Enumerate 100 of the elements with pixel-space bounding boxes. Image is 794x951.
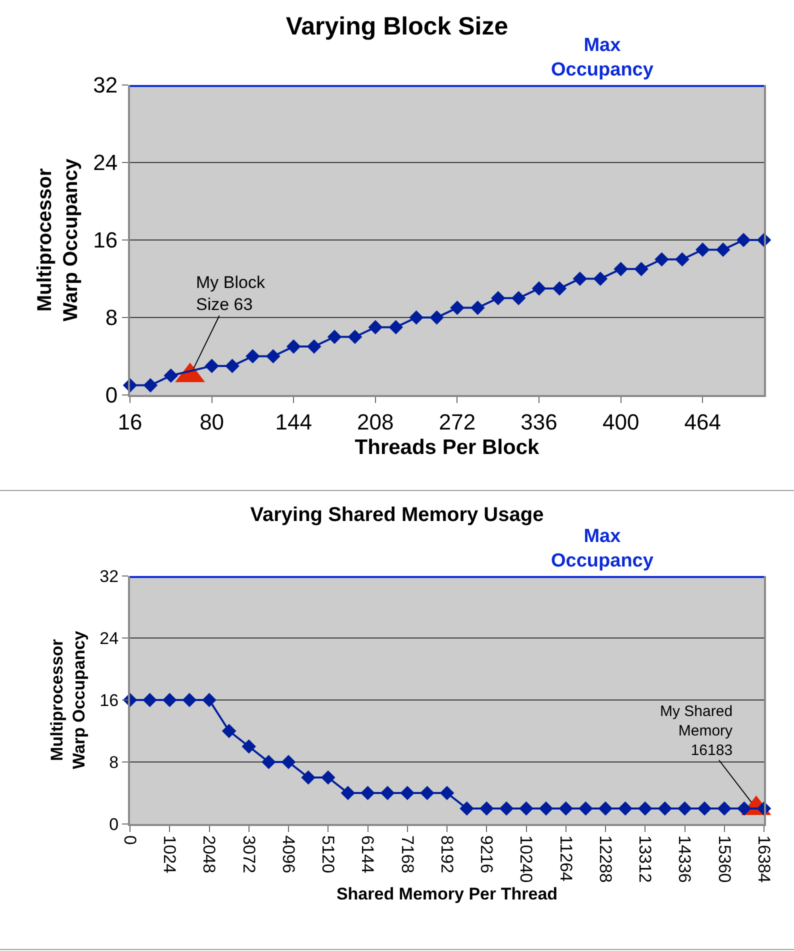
point — [490, 290, 506, 306]
point — [658, 801, 672, 816]
point — [593, 272, 608, 286]
y-axis-title: Multiprocessor Warp Occupancy — [48, 630, 89, 770]
annotation: My Block Size 63 — [196, 273, 266, 314]
point — [736, 232, 751, 248]
y-tick-label: 32 — [100, 566, 119, 586]
point — [519, 801, 534, 816]
x-tick-label: 0 — [120, 835, 140, 845]
x-tick-label: 2048 — [200, 835, 219, 874]
point — [696, 242, 710, 257]
x-tick-label: 11264 — [556, 835, 576, 882]
y-tick-label: 0 — [105, 382, 118, 408]
x-axis-title: Threads Per Block — [354, 436, 540, 460]
x-tick-label: 8192 — [437, 835, 456, 874]
point — [460, 801, 474, 816]
x-tick-label: 464 — [684, 409, 722, 434]
x-tick-label: 208 — [357, 409, 394, 434]
point — [717, 801, 732, 816]
point — [162, 692, 177, 708]
chart-title: Varying Shared Memory Usage — [250, 504, 544, 526]
y-tick-label: 16 — [93, 228, 118, 253]
point — [675, 252, 690, 267]
x-tick-label: 144 — [275, 409, 312, 434]
point — [634, 262, 648, 276]
y-tick-label: 0 — [109, 814, 119, 834]
point — [368, 320, 383, 334]
point — [202, 692, 216, 708]
x-tick-label: 336 — [520, 409, 558, 434]
x-tick-label: 1024 — [160, 835, 180, 874]
point — [360, 786, 375, 800]
point — [440, 786, 454, 800]
point — [225, 358, 240, 374]
y-tick-label: 16 — [100, 690, 119, 710]
y-tick-label: 8 — [109, 752, 119, 772]
point — [638, 801, 652, 816]
point — [470, 300, 485, 315]
point — [306, 339, 322, 354]
x-tick-label: 272 — [438, 409, 476, 434]
point — [246, 349, 260, 364]
x-tick-label: 3072 — [239, 835, 258, 874]
x-tick-label: 13312 — [636, 835, 655, 883]
point — [164, 368, 178, 383]
point — [618, 801, 632, 816]
x-tick-label: 12288 — [596, 835, 615, 883]
point — [430, 310, 444, 325]
y-tick-label: 8 — [105, 305, 118, 330]
point — [450, 300, 464, 315]
ref-line-label: Max Occupancy — [551, 526, 654, 572]
point — [348, 330, 362, 344]
x-axis-title: Shared Memory Per Thread — [336, 884, 558, 904]
point — [409, 310, 424, 325]
chart-title: Varying Block Size — [286, 12, 508, 41]
point — [266, 349, 280, 364]
point — [737, 801, 752, 816]
point — [143, 378, 158, 392]
point — [614, 262, 628, 276]
ref-line-label: Max Occupancy — [551, 35, 654, 81]
point — [654, 252, 669, 267]
point — [327, 330, 342, 344]
x-tick-label: 14336 — [675, 835, 694, 883]
point — [538, 801, 554, 816]
point — [262, 754, 276, 770]
point — [558, 801, 574, 816]
point — [532, 281, 546, 296]
x-tick-label: 400 — [602, 409, 640, 434]
x-tick-label: 80 — [200, 409, 224, 434]
x-tick-label: 16384 — [754, 835, 774, 883]
point — [598, 801, 613, 816]
x-tick-label: 9216 — [477, 835, 496, 874]
point — [320, 770, 336, 785]
point — [697, 801, 712, 816]
point — [400, 786, 415, 800]
point — [479, 801, 494, 816]
y-tick-label: 24 — [93, 150, 118, 176]
annotation: My Shared Memory 16183 — [660, 703, 734, 759]
x-tick-label: 4096 — [278, 835, 298, 874]
point — [182, 692, 197, 708]
point — [301, 770, 316, 785]
point — [511, 290, 526, 306]
point — [578, 801, 593, 816]
x-tick-label: 15360 — [714, 835, 734, 883]
point — [499, 801, 514, 816]
point — [388, 320, 404, 334]
point — [716, 242, 730, 257]
point — [572, 272, 588, 286]
x-tick-label: 5120 — [318, 835, 338, 874]
point — [222, 724, 236, 738]
y-tick-label: 32 — [93, 72, 118, 98]
y-axis-title: Multiprocessor Warp Occupancy — [34, 158, 82, 322]
point — [340, 786, 356, 800]
point — [420, 786, 434, 800]
x-tick-label: 6144 — [358, 835, 378, 874]
point — [552, 281, 567, 296]
point — [204, 358, 219, 374]
point — [286, 339, 301, 354]
point — [242, 739, 256, 754]
point — [380, 786, 395, 800]
point — [678, 801, 692, 816]
point — [142, 692, 157, 708]
